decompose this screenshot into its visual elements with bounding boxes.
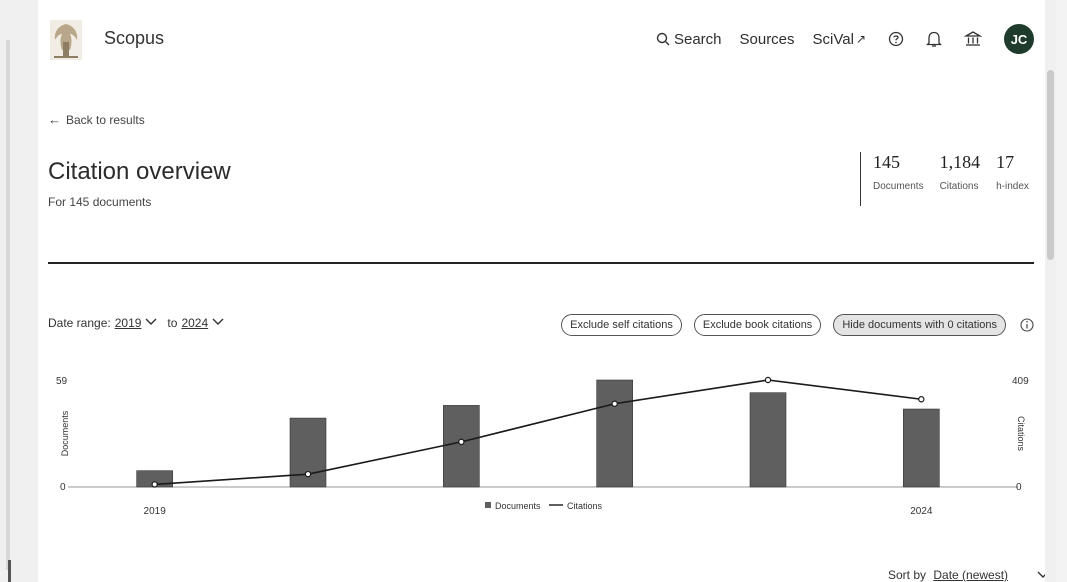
line-citations bbox=[154, 379, 922, 486]
point-citations-2024 bbox=[918, 396, 925, 403]
date-to-select[interactable]: 2024 bbox=[181, 316, 209, 330]
text-cursor bbox=[8, 560, 11, 582]
help-icon bbox=[888, 31, 904, 47]
window-left-edge bbox=[0, 0, 38, 582]
nav-scival-label: SciVal bbox=[812, 30, 854, 48]
metric-documents-value: 145 bbox=[873, 152, 900, 172]
legend-documents-label: Documents bbox=[495, 501, 541, 511]
metric-citations-label: Citations bbox=[939, 181, 979, 192]
institution-button[interactable] bbox=[964, 30, 982, 48]
section-divider bbox=[48, 262, 1034, 264]
nav-scival[interactable]: SciVal ↗ bbox=[813, 31, 866, 48]
x-tick-label-2019: 2019 bbox=[144, 506, 167, 517]
y-left-tick-max: 59 bbox=[56, 376, 68, 387]
help-button[interactable] bbox=[888, 31, 904, 47]
nav-search-label: Search bbox=[673, 30, 722, 48]
nav-sources[interactable]: Sources bbox=[739, 30, 795, 48]
page-subtitle: For 145 documents bbox=[48, 195, 152, 209]
point-citations-2023 bbox=[764, 376, 772, 384]
metric-h-index-value: 17 bbox=[996, 152, 1015, 172]
legend-citations-label: Citations bbox=[567, 501, 603, 511]
y-axis-right-label: Citations bbox=[1016, 416, 1026, 452]
legend-documents-swatch bbox=[485, 502, 491, 508]
y-axis-left-label: Documents bbox=[60, 410, 70, 456]
back-to-results-link[interactable]: ← Back to results bbox=[48, 112, 145, 127]
point-citations-2020 bbox=[304, 470, 312, 478]
bell-icon bbox=[926, 31, 942, 47]
search-icon bbox=[656, 32, 670, 46]
back-link-label: Back to results bbox=[66, 112, 145, 127]
hide-zero-citation-documents-toggle[interactable]: Hide documents with 0 citations bbox=[833, 314, 1006, 336]
avatar[interactable]: JC bbox=[1004, 24, 1034, 54]
metric-citations-value: 1,184 bbox=[939, 152, 981, 172]
exclude-book-citations-toggle[interactable]: Exclude book citations bbox=[693, 314, 822, 336]
date-range-label: Date range: bbox=[48, 316, 111, 330]
bar-documents-2024 bbox=[903, 408, 940, 488]
bar-documents-2022 bbox=[596, 379, 633, 488]
x-tick-label-2024: 2024 bbox=[910, 506, 933, 517]
top-nav: Search Sources SciVal ↗ bbox=[638, 24, 1034, 54]
point-citations-2019 bbox=[151, 481, 158, 488]
y-left-tick-min: 0 bbox=[60, 482, 66, 493]
page-scrollbar[interactable] bbox=[1045, 0, 1056, 582]
institution-icon bbox=[964, 31, 982, 46]
date-to-label: to bbox=[167, 316, 178, 330]
citation-filters: Exclude self citations Exclude book cita… bbox=[549, 314, 1034, 336]
page-title: Citation overview bbox=[48, 158, 231, 185]
nav-search[interactable]: Search bbox=[656, 31, 722, 48]
metric-h-index: 17 h-index bbox=[996, 152, 1029, 206]
point-citations-2022 bbox=[611, 400, 618, 407]
metrics-summary: 145 Documents 1,184 Citations 17 h-index bbox=[860, 152, 1029, 206]
scrollbar-thumb[interactable] bbox=[1047, 70, 1054, 260]
window-frame-bar bbox=[6, 40, 10, 570]
notifications-button[interactable] bbox=[926, 30, 942, 48]
external-link-icon: ↗ bbox=[855, 32, 866, 46]
brand-name[interactable]: Scopus bbox=[104, 28, 165, 48]
chevron-down-icon[interactable] bbox=[145, 317, 157, 329]
bar-documents-2021 bbox=[443, 405, 480, 488]
scopus-page: Scopus Search Sources SciVal ↗ bbox=[38, 0, 1056, 582]
arrow-left-icon: ← bbox=[48, 112, 61, 127]
exclude-self-citations-toggle[interactable]: Exclude self citations bbox=[561, 314, 682, 336]
point-citations-2021 bbox=[458, 438, 465, 446]
metric-citations: 1,184 Citations bbox=[940, 152, 981, 206]
date-range-control: Date range: 2019 to 2024 bbox=[48, 316, 234, 330]
sort-select[interactable]: Date (newest) bbox=[933, 568, 1009, 582]
chevron-down-icon[interactable] bbox=[212, 317, 224, 329]
citation-chart: 59 0 409 0 Documents Citations 2019 2024 Documen… bbox=[56, 376, 1029, 517]
metric-documents: 145 Documents bbox=[873, 152, 924, 206]
sort-control: Sort by Date (newest) bbox=[888, 568, 1049, 582]
metric-documents-label: Documents bbox=[873, 181, 924, 192]
bar-documents-2023 bbox=[749, 392, 787, 488]
metric-h-index-label: h-index bbox=[996, 181, 1029, 192]
info-icon[interactable] bbox=[1020, 318, 1034, 332]
elsevier-logo-icon bbox=[50, 20, 82, 60]
y-right-tick-max: 409 bbox=[1012, 376, 1029, 387]
y-right-tick-min: 0 bbox=[1016, 482, 1022, 493]
sort-label: Sort by bbox=[888, 568, 927, 582]
date-from-select[interactable]: 2019 bbox=[114, 316, 142, 330]
